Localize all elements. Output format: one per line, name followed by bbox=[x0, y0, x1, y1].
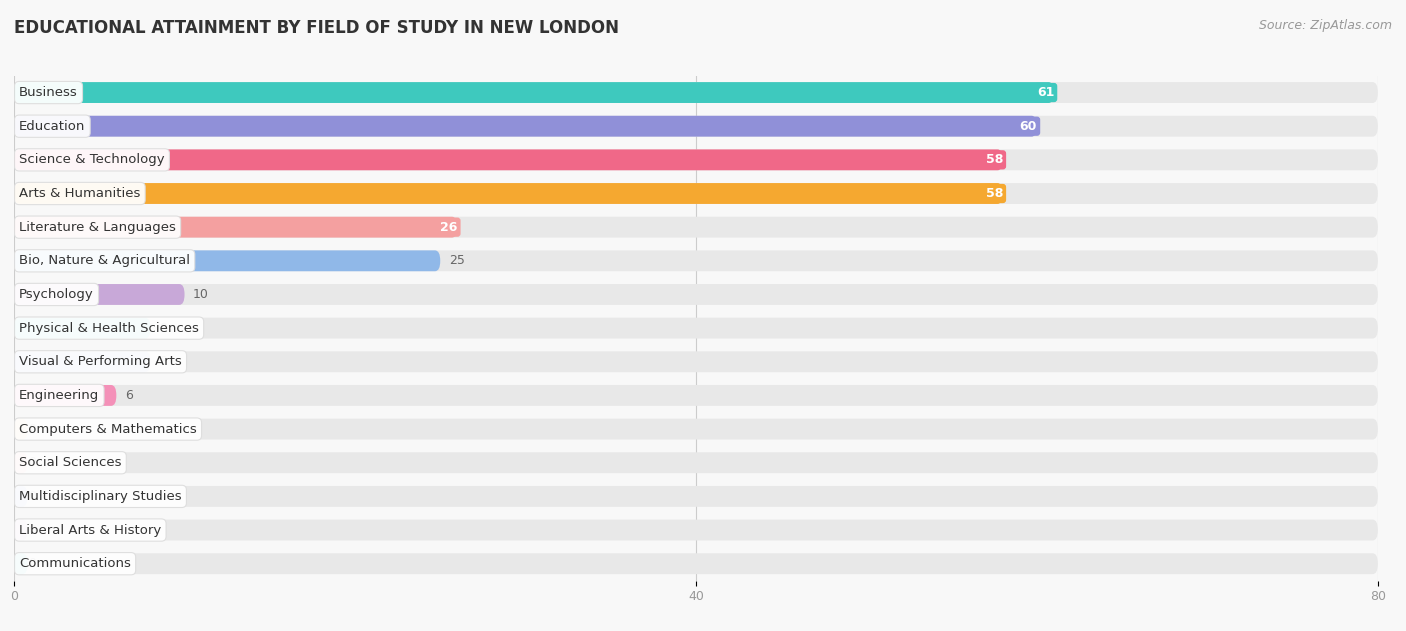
Text: Literature & Languages: Literature & Languages bbox=[20, 221, 176, 233]
Text: Physical & Health Sciences: Physical & Health Sciences bbox=[20, 322, 200, 334]
FancyBboxPatch shape bbox=[14, 351, 150, 372]
FancyBboxPatch shape bbox=[14, 183, 1378, 204]
Text: 26: 26 bbox=[440, 221, 457, 233]
Text: 8: 8 bbox=[159, 322, 167, 334]
Text: 0: 0 bbox=[28, 524, 35, 536]
Text: 61: 61 bbox=[1036, 86, 1054, 99]
FancyBboxPatch shape bbox=[14, 553, 28, 574]
Text: Business: Business bbox=[20, 86, 77, 99]
Text: 0: 0 bbox=[28, 456, 35, 469]
Text: 0: 0 bbox=[28, 557, 35, 570]
Text: 0: 0 bbox=[28, 423, 35, 435]
Text: 8: 8 bbox=[159, 355, 167, 369]
Text: 58: 58 bbox=[986, 187, 1002, 200]
FancyBboxPatch shape bbox=[14, 317, 150, 339]
Text: 0: 0 bbox=[28, 490, 35, 503]
FancyBboxPatch shape bbox=[14, 150, 1378, 170]
FancyBboxPatch shape bbox=[14, 385, 117, 406]
FancyBboxPatch shape bbox=[14, 351, 1378, 372]
FancyBboxPatch shape bbox=[14, 82, 1378, 103]
Text: Visual & Performing Arts: Visual & Performing Arts bbox=[20, 355, 181, 369]
FancyBboxPatch shape bbox=[14, 519, 28, 541]
FancyBboxPatch shape bbox=[14, 216, 457, 238]
FancyBboxPatch shape bbox=[14, 115, 1378, 137]
Text: Communications: Communications bbox=[20, 557, 131, 570]
Text: 60: 60 bbox=[1019, 120, 1038, 133]
Text: Education: Education bbox=[20, 120, 86, 133]
Text: Psychology: Psychology bbox=[20, 288, 94, 301]
Text: 25: 25 bbox=[449, 254, 464, 268]
FancyBboxPatch shape bbox=[14, 486, 1378, 507]
FancyBboxPatch shape bbox=[14, 452, 1378, 473]
Text: Multidisciplinary Studies: Multidisciplinary Studies bbox=[20, 490, 181, 503]
FancyBboxPatch shape bbox=[14, 251, 440, 271]
Text: Liberal Arts & History: Liberal Arts & History bbox=[20, 524, 162, 536]
Text: 10: 10 bbox=[193, 288, 209, 301]
Text: 6: 6 bbox=[125, 389, 132, 402]
Text: Science & Technology: Science & Technology bbox=[20, 153, 165, 167]
FancyBboxPatch shape bbox=[14, 317, 1378, 339]
FancyBboxPatch shape bbox=[14, 183, 1002, 204]
Text: Source: ZipAtlas.com: Source: ZipAtlas.com bbox=[1258, 19, 1392, 32]
FancyBboxPatch shape bbox=[14, 150, 1002, 170]
FancyBboxPatch shape bbox=[14, 284, 1378, 305]
Text: Computers & Mathematics: Computers & Mathematics bbox=[20, 423, 197, 435]
FancyBboxPatch shape bbox=[14, 418, 28, 440]
FancyBboxPatch shape bbox=[14, 385, 1378, 406]
Text: Arts & Humanities: Arts & Humanities bbox=[20, 187, 141, 200]
FancyBboxPatch shape bbox=[14, 519, 1378, 541]
FancyBboxPatch shape bbox=[14, 284, 184, 305]
Text: Engineering: Engineering bbox=[20, 389, 100, 402]
Text: Social Sciences: Social Sciences bbox=[20, 456, 122, 469]
Text: Bio, Nature & Agricultural: Bio, Nature & Agricultural bbox=[20, 254, 190, 268]
FancyBboxPatch shape bbox=[14, 553, 1378, 574]
FancyBboxPatch shape bbox=[14, 216, 1378, 238]
FancyBboxPatch shape bbox=[14, 115, 1038, 137]
Text: 58: 58 bbox=[986, 153, 1002, 167]
FancyBboxPatch shape bbox=[14, 486, 28, 507]
FancyBboxPatch shape bbox=[14, 82, 1054, 103]
FancyBboxPatch shape bbox=[14, 452, 28, 473]
Text: EDUCATIONAL ATTAINMENT BY FIELD OF STUDY IN NEW LONDON: EDUCATIONAL ATTAINMENT BY FIELD OF STUDY… bbox=[14, 19, 619, 37]
FancyBboxPatch shape bbox=[14, 251, 1378, 271]
FancyBboxPatch shape bbox=[14, 418, 1378, 440]
